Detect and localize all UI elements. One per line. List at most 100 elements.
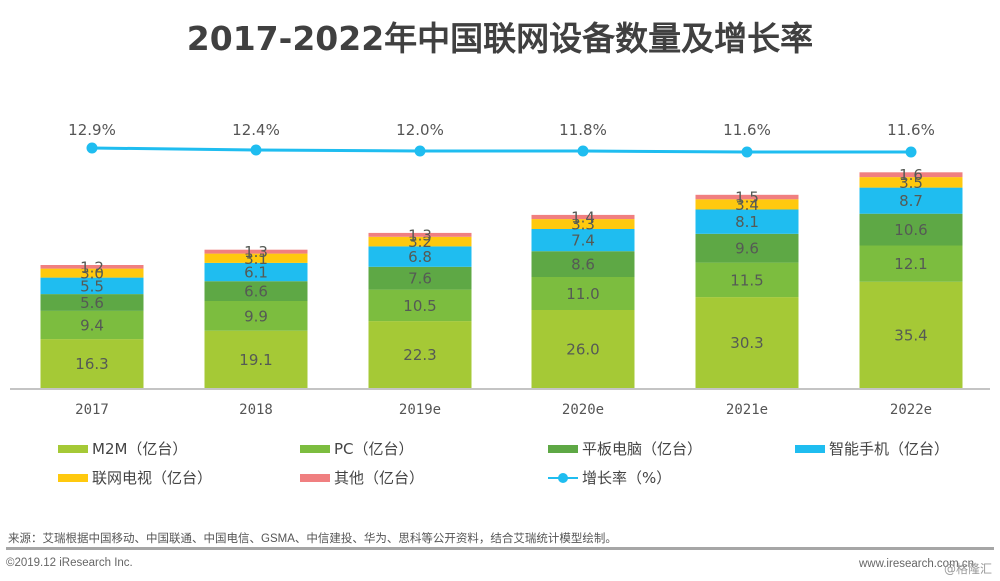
- growth-rate-line: [91, 146, 911, 154]
- data-label-0-2019e: 22.3: [403, 346, 436, 364]
- growth-rate-point-2017: [86, 142, 98, 154]
- data-label-0-2021e: 30.3: [730, 334, 763, 352]
- legend-label: 其他（亿台）: [334, 469, 425, 487]
- bar-segment-4-2021e: [695, 199, 799, 210]
- bar-segment-0-2019e: [368, 321, 472, 388]
- data-label-4-2020e: 3.3: [571, 216, 595, 234]
- legend-swatch-growth-rate: [548, 472, 578, 484]
- bar-segment-1-2020e: [531, 277, 635, 310]
- growth-rate-label-2018: 12.4%: [232, 121, 280, 139]
- bar-segment-4-2019e: [368, 236, 472, 247]
- legend-swatch-other: [300, 473, 330, 482]
- x-tick-label: 2018: [239, 402, 273, 418]
- bar-segment-5-2018: [204, 249, 308, 254]
- data-label-5-2019e: 1.3: [408, 226, 432, 244]
- bar-segment-2-2020e: [531, 251, 635, 277]
- data-label-5-2017: 1.2: [80, 258, 104, 276]
- data-label-2-2017: 5.6: [80, 294, 104, 312]
- bar-segment-3-2018: [204, 262, 308, 282]
- legend-swatch-pc: [300, 444, 330, 453]
- growth-rate-point-2020e: [577, 145, 589, 157]
- legend-swatch-smartphone: [795, 444, 825, 453]
- bar-segment-3-2021e: [695, 209, 799, 234]
- bar-segment-1-2022e: [859, 245, 963, 282]
- legend-label: PC（亿台）: [334, 440, 414, 458]
- data-label-1-2019e: 10.5: [403, 297, 436, 315]
- bar-segment-2-2021e: [695, 233, 799, 263]
- bar-segment-3-2019e: [368, 246, 472, 267]
- data-label-0-2017: 16.3: [75, 355, 108, 373]
- bar-segment-0-2017: [40, 339, 144, 388]
- data-label-1-2022e: 12.1: [894, 255, 927, 273]
- legend-item-pc: PC（亿台）: [300, 438, 414, 459]
- legend: M2M（亿台） PC（亿台） 平板电脑（亿台） 智能手机（亿台） 联网电视（亿台…: [0, 438, 1000, 498]
- growth-rate-label-2017: 12.9%: [68, 121, 116, 139]
- bar-segment-0-2022e: [859, 281, 963, 388]
- data-label-1-2017: 9.4: [80, 317, 104, 335]
- chart-title: 2017-2022年中国联网设备数量及增长率: [186, 19, 814, 58]
- legend-label: 平板电脑（亿台）: [582, 440, 703, 458]
- growth-rate-label-2021e: 11.6%: [723, 121, 771, 139]
- bar-segment-4-2018: [204, 253, 308, 263]
- bar-segment-4-2020e: [531, 219, 635, 229]
- growth-rate-point-2021e: [741, 146, 753, 158]
- bar-segment-5-2017: [40, 265, 144, 269]
- data-label-5-2018: 1.3: [244, 243, 268, 261]
- x-tick-label: 2021e: [726, 402, 768, 418]
- bar-segment-1-2021e: [695, 262, 799, 298]
- bar-segment-1-2017: [40, 310, 144, 340]
- growth-rate-point-2019e: [414, 145, 426, 157]
- data-label-5-2022e: 1.6: [899, 166, 923, 184]
- growth-rate-label-2019e: 12.0%: [396, 121, 444, 139]
- bar-segment-2-2017: [40, 294, 144, 311]
- bar-segment-0-2020e: [531, 310, 635, 388]
- bar-segment-3-2017: [40, 277, 144, 295]
- bar-segment-5-2021e: [695, 194, 799, 200]
- copyright: ©2019.12 iResearch Inc.: [6, 557, 133, 569]
- data-label-2-2021e: 9.6: [735, 240, 759, 258]
- bar-segment-2-2019e: [368, 266, 472, 290]
- x-tick-label: 2017: [75, 402, 109, 418]
- legend-swatch-tablet: [548, 444, 578, 453]
- data-label-3-2019e: 6.8: [408, 248, 432, 266]
- bar-segment-5-2019e: [368, 232, 472, 237]
- growth-rate-point-2018: [250, 144, 262, 156]
- bar-segment-1-2019e: [368, 289, 472, 322]
- growth-rate-point-2022e: [905, 146, 917, 158]
- legend-swatch-m2m: [58, 444, 88, 453]
- data-label-4-2019e: 3.2: [408, 233, 432, 251]
- legend-item-other: 其他（亿台）: [300, 467, 424, 488]
- data-label-2-2020e: 8.6: [571, 256, 595, 274]
- bar-segment-1-2018: [204, 301, 308, 331]
- bar-segment-4-2017: [40, 268, 144, 278]
- data-label-3-2018: 6.1: [244, 264, 268, 282]
- bar-segment-5-2020e: [531, 214, 635, 220]
- legend-item-smartphone: 智能手机（亿台）: [795, 438, 949, 459]
- bar-segment-3-2020e: [531, 229, 635, 252]
- data-label-3-2022e: 8.7: [899, 192, 923, 210]
- bar-segment-2-2018: [204, 281, 308, 301]
- bar-segment-0-2021e: [695, 297, 799, 388]
- data-label-4-2022e: 3.5: [899, 174, 923, 192]
- data-label-4-2021e: 3.4: [735, 196, 759, 214]
- legend-item-tv: 联网电视（亿台）: [58, 467, 212, 488]
- data-label-0-2020e: 26.0: [566, 341, 599, 359]
- footer-divider: [6, 547, 994, 550]
- bar-segment-3-2022e: [859, 187, 963, 214]
- legend-item-growth-rate: 增长率（%）: [548, 467, 671, 488]
- data-label-5-2020e: 1.4: [571, 209, 595, 227]
- website-link[interactable]: www.iresearch.com.cn: [858, 558, 974, 570]
- data-label-1-2021e: 11.5: [730, 271, 763, 289]
- legend-label: 联网电视（亿台）: [92, 469, 213, 487]
- bar-segment-4-2022e: [859, 177, 963, 188]
- x-tick-label: 2019e: [399, 402, 441, 418]
- legend-item-m2m: M2M（亿台）: [58, 438, 187, 459]
- growth-rate-label-2022e: 11.6%: [887, 121, 935, 139]
- legend-item-tablet: 平板电脑（亿台）: [548, 438, 702, 459]
- bar-segment-5-2022e: [859, 172, 963, 178]
- data-label-3-2020e: 7.4: [571, 232, 595, 250]
- bar-segment-2-2022e: [859, 213, 963, 246]
- growth-rate-label-2020e: 11.8%: [559, 121, 607, 139]
- stacked-bar-chart: 16.39.45.65.53.01.2201719.19.96.66.13.11…: [10, 121, 990, 418]
- data-label-4-2018: 3.1: [244, 250, 268, 268]
